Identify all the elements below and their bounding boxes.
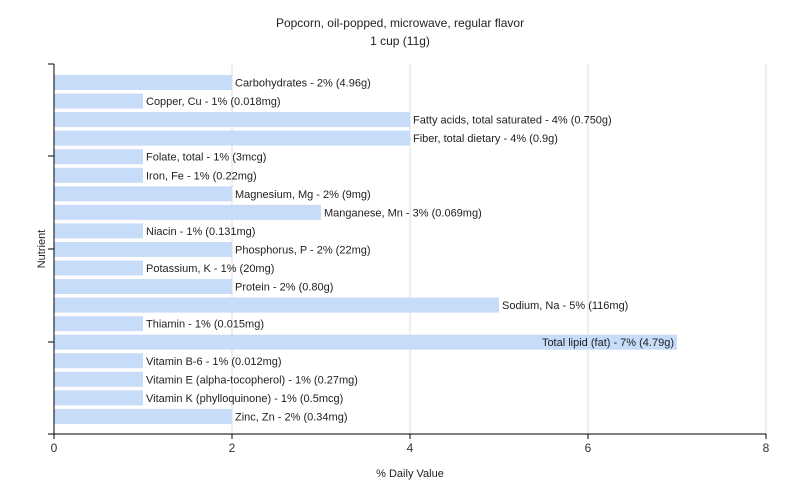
bar-label: Sodium, Na - 5% (116mg): [502, 300, 628, 312]
chart-subtitle: 1 cup (11g): [370, 34, 430, 48]
bar-label: Manganese, Mn - 3% (0.069mg): [324, 207, 482, 219]
bars: Carbohydrates - 2% (4.96g) Copper, Cu - 1…: [54, 75, 677, 424]
x-axis-label: % Daily Value: [376, 468, 444, 480]
bar: [54, 297, 499, 313]
bar: [54, 112, 410, 128]
x-tick-label: 6: [585, 441, 592, 455]
bar: [54, 93, 143, 109]
x-tick-label: 0: [51, 441, 58, 455]
bar: [54, 334, 677, 350]
bar: [54, 260, 143, 276]
bar: [54, 371, 143, 387]
bar: [54, 204, 321, 220]
bar-label: Vitamin K (phylloquinone) - 1% (0.5mcg): [146, 393, 343, 405]
bar-label: Protein - 2% (0.80g): [235, 282, 333, 294]
bar-label: Potassium, K - 1% (20mg): [146, 263, 274, 275]
bar-label: Vitamin B-6 - 1% (0.012mg): [146, 356, 282, 368]
bar-label: Iron, Fe - 1% (0.22mg): [146, 170, 257, 182]
bar-label: Vitamin E (alpha-tocopherol) - 1% (0.27m…: [146, 374, 358, 386]
x-tick-label: 8: [763, 441, 770, 455]
bar: [54, 130, 410, 146]
bar: [54, 223, 143, 239]
x-tick-label: 4: [407, 441, 414, 455]
bar-label: Phosphorus, P - 2% (22mg): [235, 244, 371, 256]
bar-label: Magnesium, Mg - 2% (9mg): [235, 189, 371, 201]
bar: [54, 167, 143, 183]
x-axis-ticks: 0 2 4 6 8: [51, 434, 770, 455]
bar-label: Thiamin - 1% (0.015mg): [146, 319, 264, 331]
bar-label: Fiber, total dietary - 4% (0.9g): [413, 133, 558, 145]
bar: [54, 279, 232, 295]
bar-label: Carbohydrates - 2% (4.96g): [235, 78, 371, 90]
bar-label: Total lipid (fat) - 7% (4.79g): [542, 337, 674, 349]
bar-label: Copper, Cu - 1% (0.018mg): [146, 96, 281, 108]
bar: [54, 75, 232, 90]
bar: [54, 186, 232, 202]
bar-label: Zinc, Zn - 2% (0.34mg): [235, 411, 347, 423]
bar: [54, 390, 143, 406]
x-tick-label: 2: [229, 441, 236, 455]
bar: [54, 149, 143, 165]
bar-label: Niacin - 1% (0.131mg): [146, 226, 255, 238]
chart-title: Popcorn, oil-popped, microwave, regular …: [276, 16, 524, 30]
bar: [54, 408, 232, 424]
bar-label: Fatty acids, total saturated - 4% (0.750…: [413, 115, 612, 127]
y-axis-label: Nutrient: [36, 230, 48, 269]
bar-label: Folate, total - 1% (3mcg): [146, 152, 266, 164]
bar: [54, 241, 232, 257]
bar: [54, 316, 143, 332]
bar: [54, 353, 143, 369]
